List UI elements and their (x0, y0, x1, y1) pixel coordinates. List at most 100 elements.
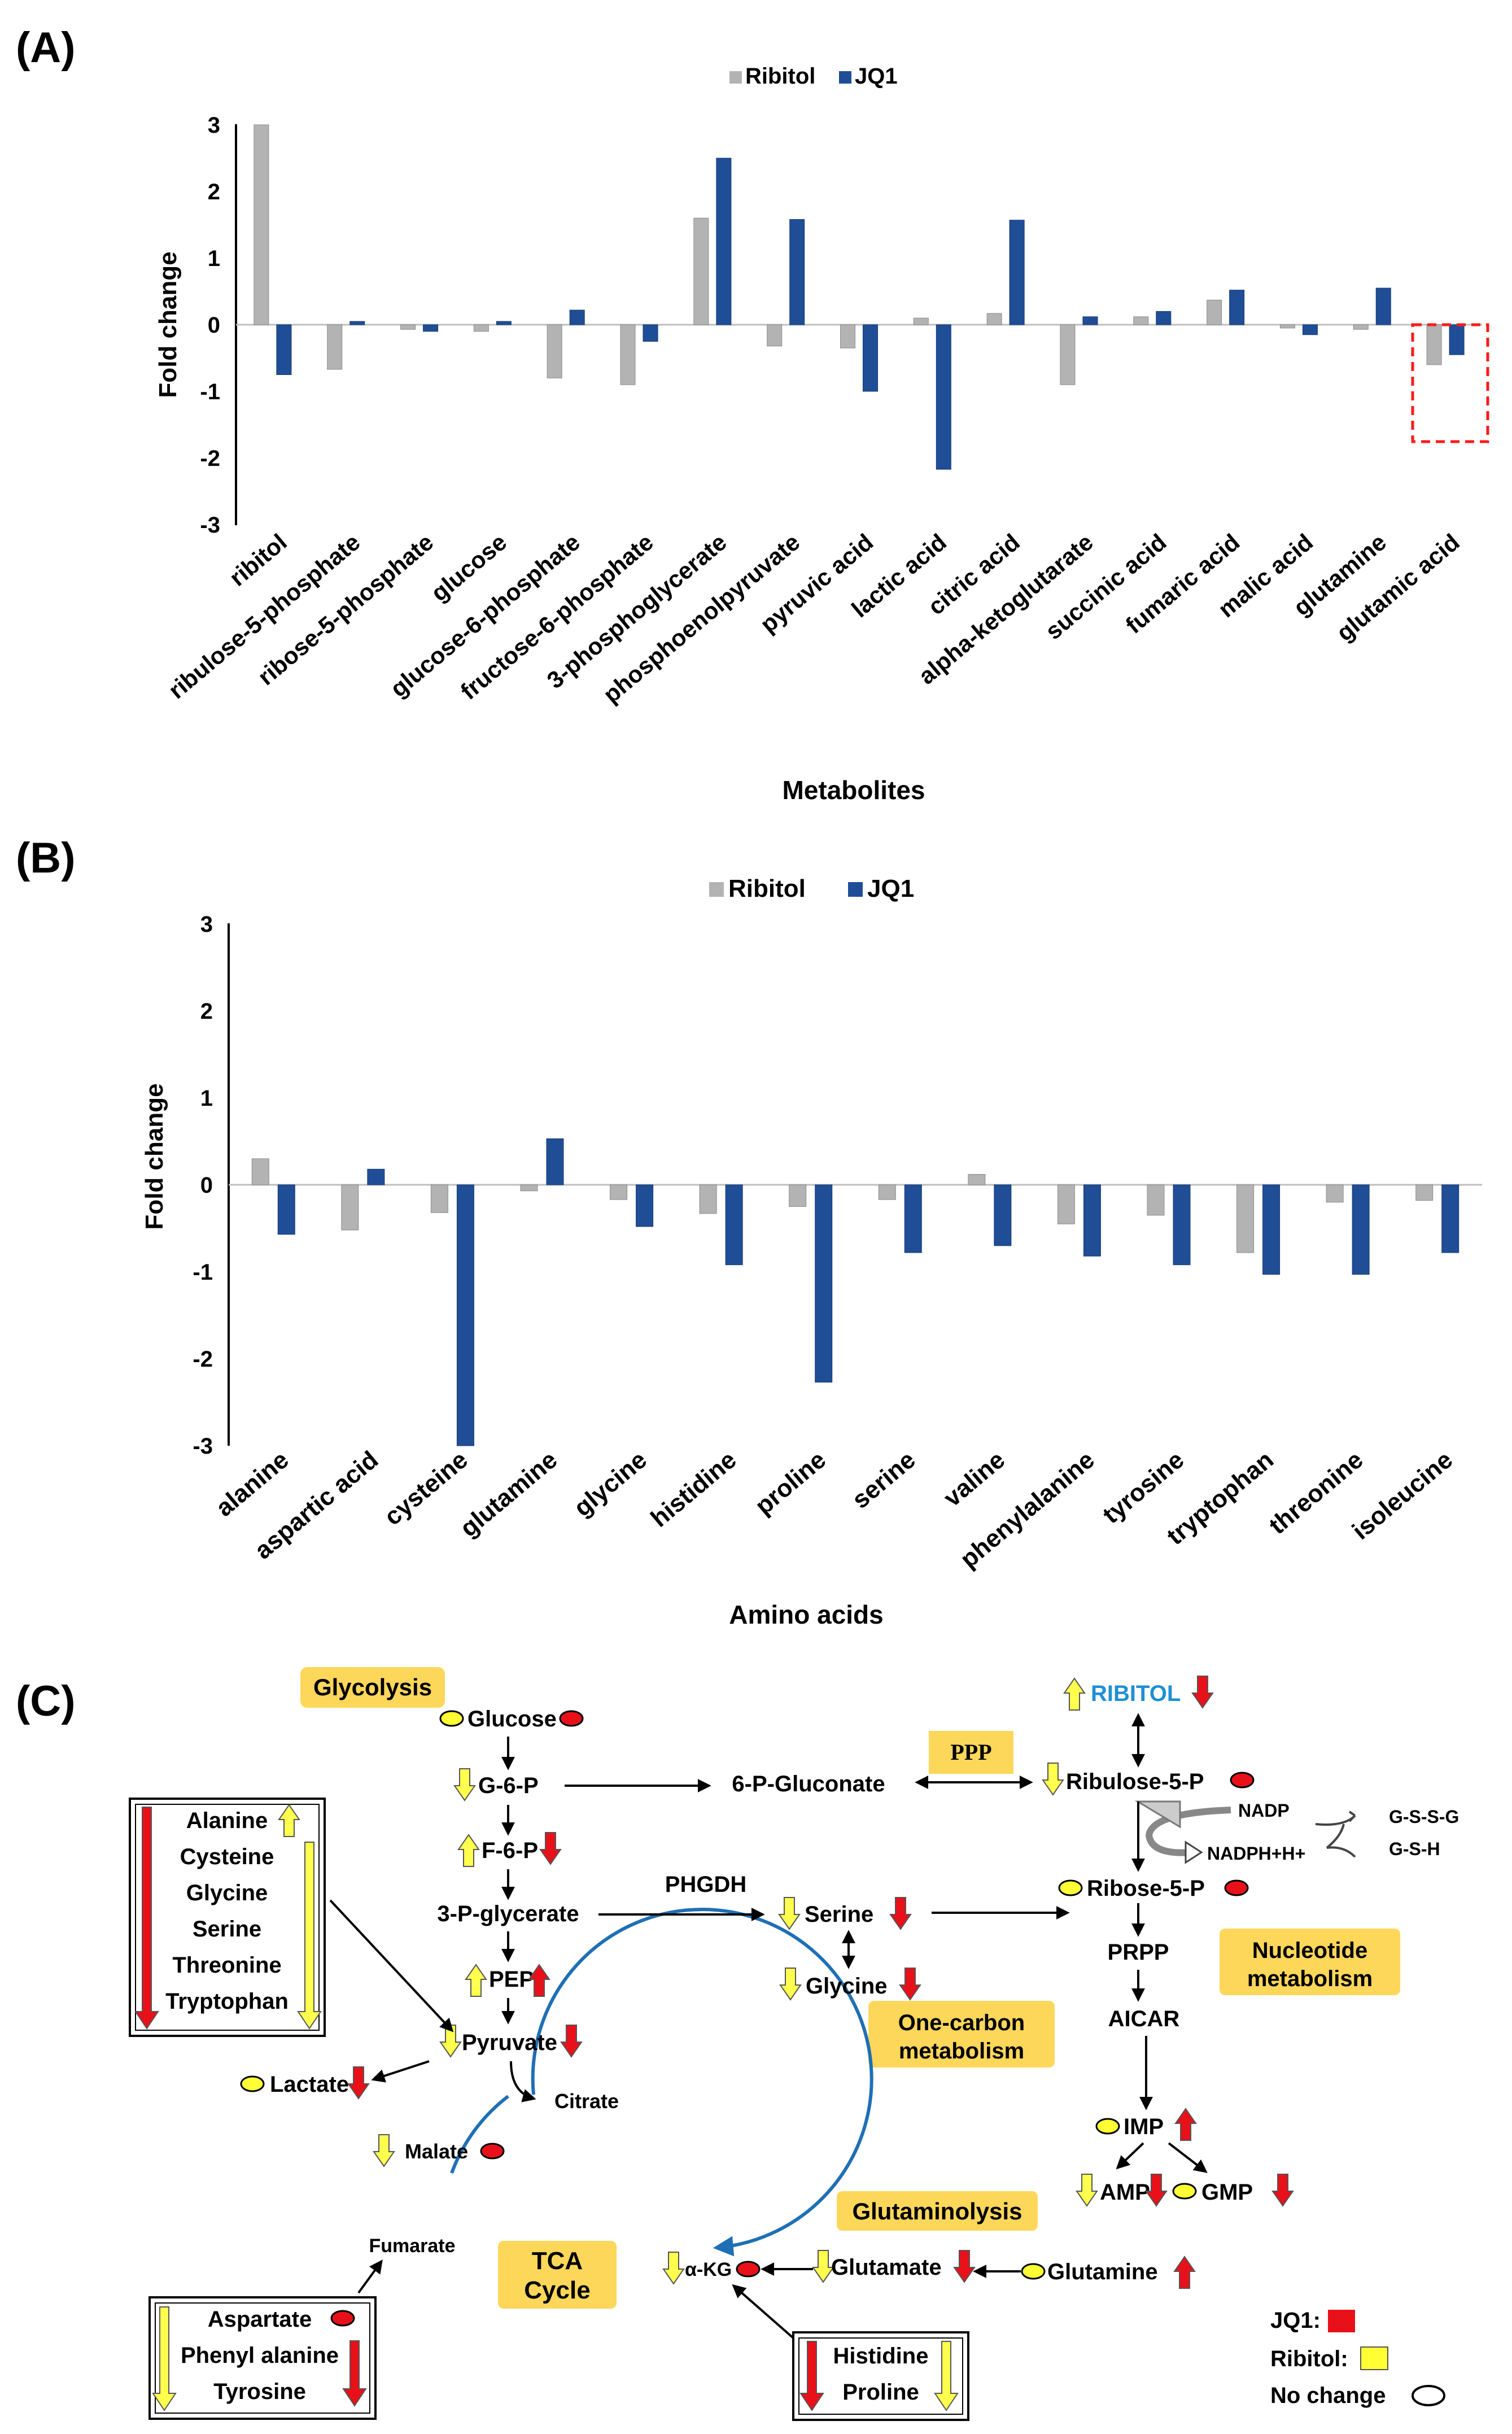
amino-acid-label: Cysteine (180, 1844, 274, 1869)
bar-ribitol-tyrosine (1147, 1184, 1165, 1216)
akg-ellipse-jq1 (736, 2261, 761, 2278)
bar-ribitol-glutamine (1353, 324, 1369, 330)
amino-box-3-ribitol-bar (934, 2341, 959, 2411)
arrow-box2-fumarate (357, 2259, 383, 2294)
ribose-ellipse-ribitol (1058, 1879, 1083, 1896)
legend-label-jq1-b: JQ1 (867, 875, 914, 902)
y-tick-label: 1 (208, 246, 220, 271)
bar-jq1-isoleucine (1441, 1184, 1459, 1253)
arrow-pyruvate-lactate (371, 2060, 430, 2083)
y-tick-label: -2 (200, 446, 220, 471)
bar-ribitol-citric-acid (986, 313, 1002, 325)
bar-ribitol-histidine (699, 1184, 717, 1214)
y-tick-label: -2 (193, 1347, 213, 1372)
bar-jq1-valine (994, 1184, 1012, 1246)
bar-jq1-glutamine (1375, 287, 1391, 325)
legend-label-ribitol-b: Ribitol (728, 875, 806, 902)
bar-jq1-pyruvic-acid (863, 324, 878, 392)
y-tick-label: -3 (200, 513, 220, 538)
bar-jq1-ribulose-5-phosphate (349, 321, 365, 325)
legend-swatch-ribitol (729, 71, 742, 84)
bar-jq1-malic-acid (1302, 324, 1318, 335)
p3g-label: 3-P-glycerate (437, 1901, 579, 1926)
y-tick-label: -1 (200, 380, 220, 404)
bar-jq1-aspartic-acid (367, 1168, 385, 1185)
x-tick-label: serine (847, 1446, 921, 1514)
amino-acid-label: Tryptophan (165, 1989, 289, 2014)
imp-label: IMP (1124, 2114, 1164, 2139)
bar-ribitol-fructose-6-phosphate (620, 324, 636, 385)
aspartate-ellipse-jq1 (330, 2310, 355, 2327)
amino-acid-label: Tyrosine (213, 2379, 306, 2404)
bar-jq1-citric-acid (1009, 220, 1025, 325)
nadp-label: NADP (1238, 1800, 1290, 1821)
amino-acid-label: Serine (193, 1917, 261, 1942)
x-tick-label: proline (750, 1446, 831, 1520)
y-axis-title-a: Fold change (154, 251, 182, 398)
x-tick-label: tyrosine (1098, 1446, 1190, 1529)
pyruvate-jq1-arrow (561, 2025, 582, 2057)
glutaminolysis-label: Glutaminolysis (852, 2198, 1022, 2224)
amino-box-1-items: Alanine Cysteine Glycine Serine Threonine Try… (165, 1808, 289, 2014)
y-tick-label: -1 (193, 1260, 213, 1285)
bar-jq1-glutamic-acid (1449, 324, 1465, 355)
glycolysis-label: Glycolysis (313, 1674, 432, 1700)
serine-label: Serine (805, 1902, 873, 1927)
amp-label: AMP (1100, 2180, 1150, 2205)
gmp-label: GMP (1201, 2180, 1253, 2205)
y-tick-label: 3 (208, 113, 220, 138)
bar-ribitol-glycine (610, 1184, 628, 1200)
bar-jq1-alpha-ketoglutarate (1082, 316, 1098, 325)
amp-ribitol-arrow (1076, 2174, 1098, 2206)
y-ticks-b: 3 2 1 0 -1 -2 -3 (193, 912, 213, 1459)
bar-ribitol-threonine (1326, 1184, 1344, 1203)
bar-ribitol-phenylalanine (1057, 1184, 1075, 1224)
bar-jq1-ribose-5-phosphate (423, 324, 439, 332)
amino-box-1 (129, 1798, 326, 2037)
bar-jq1-3-phosphoglycerate (716, 158, 732, 325)
bar-jq1-succinic-acid (1156, 311, 1172, 325)
x-axis-title-b: Amino acids (729, 1600, 884, 1629)
nadph-label: NADPH+H+ (1207, 1843, 1305, 1864)
bar-jq1-lactic-acid (936, 324, 951, 470)
bar-ribitol-succinic-acid (1133, 316, 1149, 325)
bar-ribitol-fumaric-acid (1207, 299, 1222, 325)
bar-ribitol-ribose-5-phosphate (400, 324, 416, 330)
bar-ribitol-phosphoenolpyruvate (767, 324, 783, 347)
bar-ribitol-cysteine (430, 1184, 448, 1213)
legend-ribitol-swatch (1360, 2346, 1388, 2370)
glycine-ribitol-arrow (780, 1968, 801, 2000)
pep-ribitol-arrow (465, 1964, 487, 1997)
bar-jq1-glutamine (546, 1138, 564, 1185)
y-tick-label: 3 (200, 912, 213, 937)
panel-label-b: (B) (16, 834, 76, 882)
amino-acid-label: Aspartate (208, 2307, 312, 2332)
lactate-jq1-arrow (348, 2066, 369, 2099)
legend-jq1-label: JQ1: (1270, 2308, 1321, 2333)
legend-swatch-ribitol-b (709, 882, 724, 897)
nucleotide-label-1: Nucleotide (1252, 1938, 1367, 1963)
amino-box-2-inner (155, 2302, 370, 2414)
y-tick-label: 1 (200, 1086, 213, 1111)
ribitol-label: RIBITOL (1091, 1681, 1181, 1706)
amino-box-3-items: Histidine Proline (833, 2344, 929, 2405)
bar-jq1-phosphoenolpyruvate (789, 219, 805, 325)
glutamate-ribitol-arrow (812, 2250, 834, 2283)
ribulose-label: Ribulose-5-P (1066, 1769, 1204, 1794)
lactate-label: Lactate (270, 2072, 349, 2097)
citrate-label: Citrate (554, 2090, 619, 2113)
ribose-label: Ribose-5-P (1087, 1876, 1205, 1901)
glutamine-label: Glutamine (1047, 2259, 1158, 2284)
bar-jq1-alanine (277, 1184, 295, 1235)
pep-label: PEP (489, 1967, 534, 1992)
amino-box-2-items: Aspartate Phenyl alanine Tyrosine (181, 2307, 339, 2404)
y-tick-label: 2 (208, 180, 220, 204)
x-tick-label: alanine (211, 1446, 294, 1522)
bar-ribitol-malic-acid (1279, 324, 1295, 329)
tca-label: TCA (532, 2247, 583, 2275)
bar-jq1-tyrosine (1173, 1184, 1191, 1266)
akg-label: α-KG (685, 2259, 732, 2280)
legend-ribitol-label: Ribitol: (1270, 2346, 1348, 2371)
x-axis-title-a: Metabolites (782, 775, 925, 805)
